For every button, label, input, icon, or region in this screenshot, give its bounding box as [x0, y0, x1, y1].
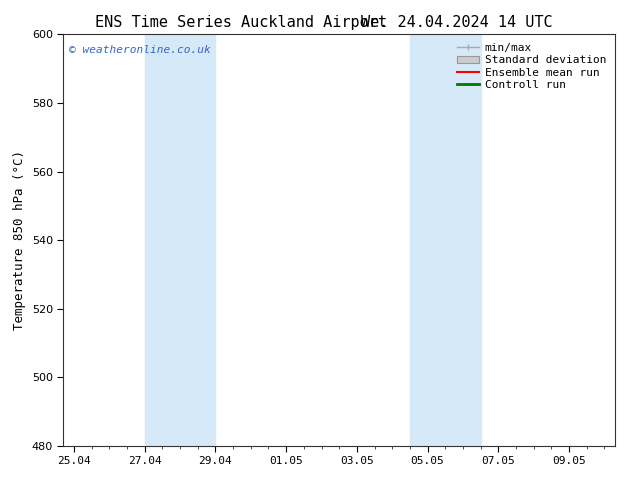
Y-axis label: Temperature 850 hPa (°C): Temperature 850 hPa (°C): [13, 150, 26, 330]
Bar: [410, 34, 481, 446]
Bar: [145, 34, 216, 446]
Text: ENS Time Series Auckland Airport: ENS Time Series Auckland Airport: [95, 15, 387, 30]
Text: We. 24.04.2024 14 UTC: We. 24.04.2024 14 UTC: [361, 15, 552, 30]
Legend: min/max, Standard deviation, Ensemble mean run, Controll run: min/max, Standard deviation, Ensemble me…: [453, 40, 609, 93]
Text: © weatheronline.co.uk: © weatheronline.co.uk: [69, 45, 210, 54]
